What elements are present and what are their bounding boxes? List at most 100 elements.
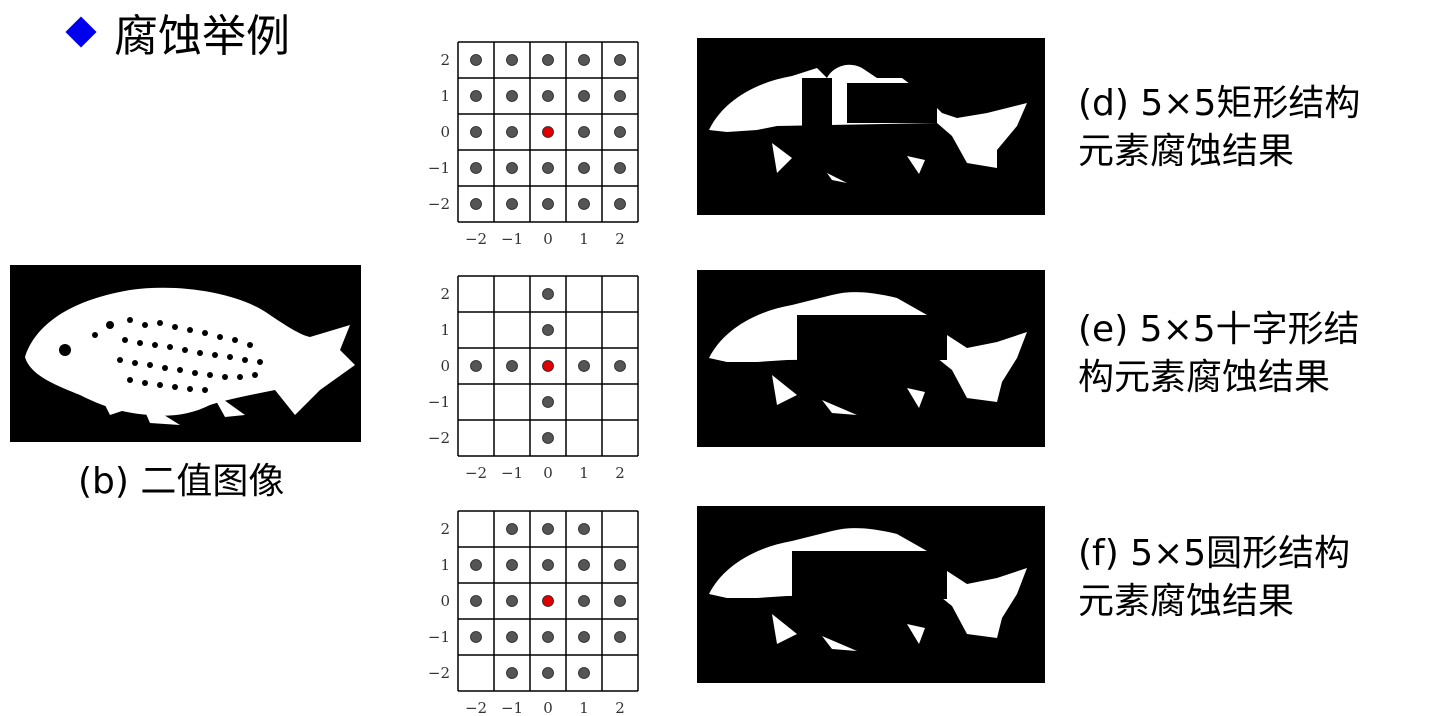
x-tick-label: 0: [543, 464, 553, 482]
x-tick-label: −1: [501, 699, 523, 716]
element-dot: [470, 198, 482, 210]
element-dot: [506, 559, 518, 571]
caption-line: 构元素腐蚀结果: [1078, 357, 1331, 398]
element-dot: [470, 559, 482, 571]
structuring-element-rectangle: 2 1 0 −1 −2 −2 −1 0 1 2: [428, 41, 639, 248]
x-tick-label: 1: [579, 699, 589, 716]
y-tick-label: 2: [440, 285, 450, 303]
diamond-bullet-icon: [65, 16, 97, 48]
x-tick-label: −1: [501, 230, 523, 248]
caption-line: (e) 5×5十字形结: [1078, 309, 1360, 350]
caption-line: (d) 5×5矩形结构: [1078, 83, 1361, 124]
y-tick-label: −1: [428, 628, 450, 646]
element-dot: [470, 595, 482, 607]
element-dot: [506, 54, 518, 66]
element-dot: [614, 90, 626, 102]
result-cross-image: [697, 270, 1045, 447]
x-tick-label: 1: [579, 230, 589, 248]
result-disk-image: [697, 506, 1045, 683]
element-dot: [542, 667, 554, 679]
element-dot: [542, 432, 554, 444]
element-dot: [578, 595, 590, 607]
result-cross-caption: (e) 5×5十字形结 构元素腐蚀结果: [1078, 306, 1360, 402]
element-dot: [506, 595, 518, 607]
element-dot: [578, 667, 590, 679]
element-dot: [578, 54, 590, 66]
slide-title: 腐蚀举例: [62, 4, 290, 62]
element-dot: [614, 162, 626, 174]
element-dot: [578, 162, 590, 174]
element-dot: [542, 198, 554, 210]
element-dot: [470, 126, 482, 138]
element-dot: [614, 198, 626, 210]
element-dot: [578, 559, 590, 571]
caption-line: (f) 5×5圆形结构: [1078, 533, 1351, 574]
caption-line: 元素腐蚀结果: [1078, 581, 1295, 622]
element-dot: [578, 631, 590, 643]
y-tick-label: 2: [440, 51, 450, 69]
element-dot: [506, 523, 518, 535]
x-tick-label: −2: [465, 464, 487, 482]
element-dot: [542, 324, 554, 336]
x-tick-label: −2: [465, 230, 487, 248]
element-dot: [578, 126, 590, 138]
element-dot: [506, 126, 518, 138]
element-dot: [542, 631, 554, 643]
x-tick-label: −1: [501, 464, 523, 482]
origin-dot: [542, 360, 554, 372]
x-tick-label: 0: [543, 230, 553, 248]
x-tick-label: 2: [615, 230, 625, 248]
element-dot: [470, 631, 482, 643]
element-dot: [614, 360, 626, 372]
x-tick-label: −2: [465, 699, 487, 716]
y-tick-label: 0: [440, 123, 450, 141]
y-tick-label: 0: [440, 357, 450, 375]
y-tick-label: 1: [440, 321, 450, 339]
y-tick-label: 1: [440, 87, 450, 105]
structuring-element-disk: 2 1 0 −1 −2 −2 −1 0 1 2: [428, 510, 639, 716]
x-tick-label: 2: [615, 699, 625, 716]
y-tick-label: −1: [428, 159, 450, 177]
element-dot: [542, 523, 554, 535]
element-dot: [578, 198, 590, 210]
element-dot: [578, 360, 590, 372]
x-tick-label: 2: [615, 464, 625, 482]
element-dot: [506, 631, 518, 643]
origin-dot: [542, 126, 554, 138]
structuring-element-cross: 2 1 0 −1 −2 −2 −1 0 1 2: [428, 275, 639, 482]
element-dot: [578, 523, 590, 535]
result-rectangle-caption: (d) 5×5矩形结构 元素腐蚀结果: [1078, 80, 1360, 176]
element-dot: [578, 90, 590, 102]
y-tick-label: −1: [428, 393, 450, 411]
y-tick-label: 1: [440, 556, 450, 574]
element-dot: [614, 559, 626, 571]
caption-line: 元素腐蚀结果: [1078, 131, 1295, 172]
x-tick-label: 1: [579, 464, 589, 482]
y-tick-label: −2: [428, 195, 450, 213]
element-dot: [506, 90, 518, 102]
slide-title-text: 腐蚀举例: [114, 11, 290, 62]
y-tick-label: −2: [428, 664, 450, 682]
element-dot: [470, 360, 482, 372]
element-dot: [542, 396, 554, 408]
y-tick-label: 2: [440, 520, 450, 538]
result-disk-caption: (f) 5×5圆形结构 元素腐蚀结果: [1078, 530, 1350, 626]
element-dot: [614, 631, 626, 643]
binary-image: [10, 265, 361, 442]
element-dot: [542, 559, 554, 571]
binary-image-caption: (b) 二值图像: [78, 461, 285, 502]
y-tick-label: −2: [428, 429, 450, 447]
element-dot: [542, 54, 554, 66]
element-dot: [542, 90, 554, 102]
element-dot: [506, 162, 518, 174]
element-dot: [614, 54, 626, 66]
element-dot: [614, 595, 626, 607]
element-dot: [542, 288, 554, 300]
element-dot: [506, 667, 518, 679]
element-dot: [470, 90, 482, 102]
element-dot: [506, 360, 518, 372]
element-dot: [506, 198, 518, 210]
element-dot: [470, 54, 482, 66]
element-dot: [614, 126, 626, 138]
result-rectangle-image: [697, 38, 1045, 215]
